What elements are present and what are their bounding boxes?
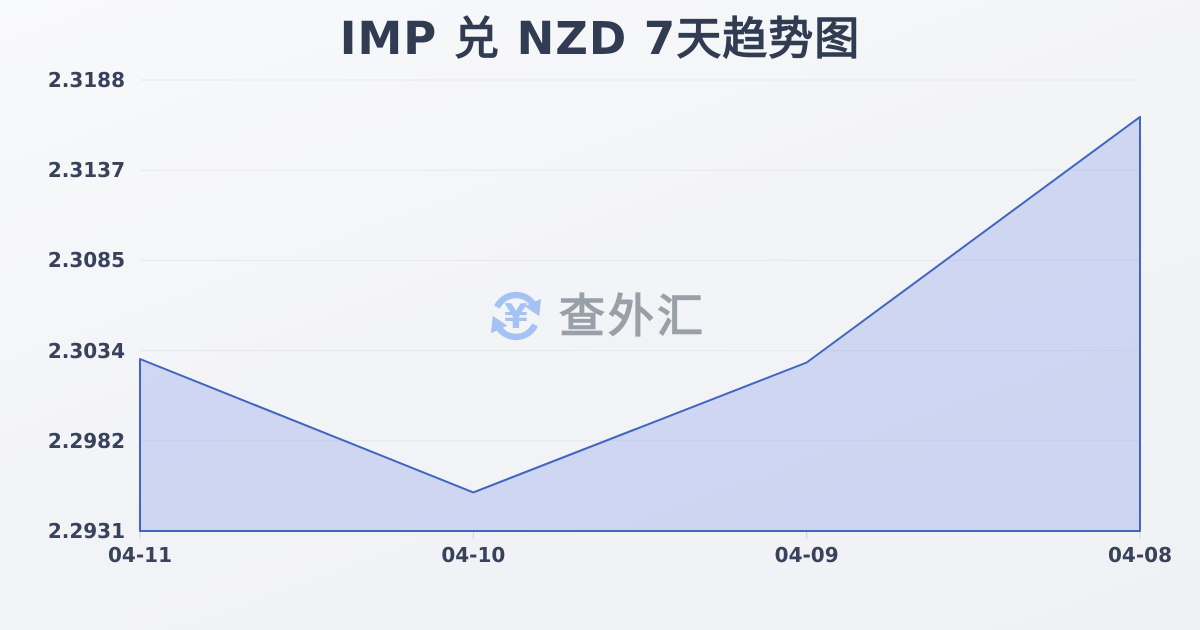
y-axis-tick-label: 2.3085 <box>47 248 125 273</box>
y-axis-tick-label: 2.3188 <box>47 68 125 92</box>
x-axis-tick-label: 04-09 <box>774 543 839 567</box>
trend-area-series <box>139 115 1141 532</box>
y-axis-tick-label: 2.2982 <box>47 428 125 453</box>
y-axis-tick-label: 2.3034 <box>47 338 125 363</box>
watermark: ¥ 查外汇 <box>486 286 706 346</box>
y-axis-tick-label: 2.3137 <box>47 158 125 183</box>
chart-title: IMP 兑 NZD 7天趋势图 <box>339 12 861 65</box>
y-axis-tick-label: 2.2931 <box>47 519 125 543</box>
currency-exchange-icon: ¥ <box>490 291 542 341</box>
x-axis-tick-label: 04-11 <box>108 543 172 567</box>
x-axis-tick-label: 04-10 <box>441 543 506 567</box>
x-axis-tick-label: 04-08 <box>1108 543 1172 567</box>
watermark-text: 查外汇 <box>559 289 706 343</box>
yuan-symbol: ¥ <box>504 297 528 337</box>
